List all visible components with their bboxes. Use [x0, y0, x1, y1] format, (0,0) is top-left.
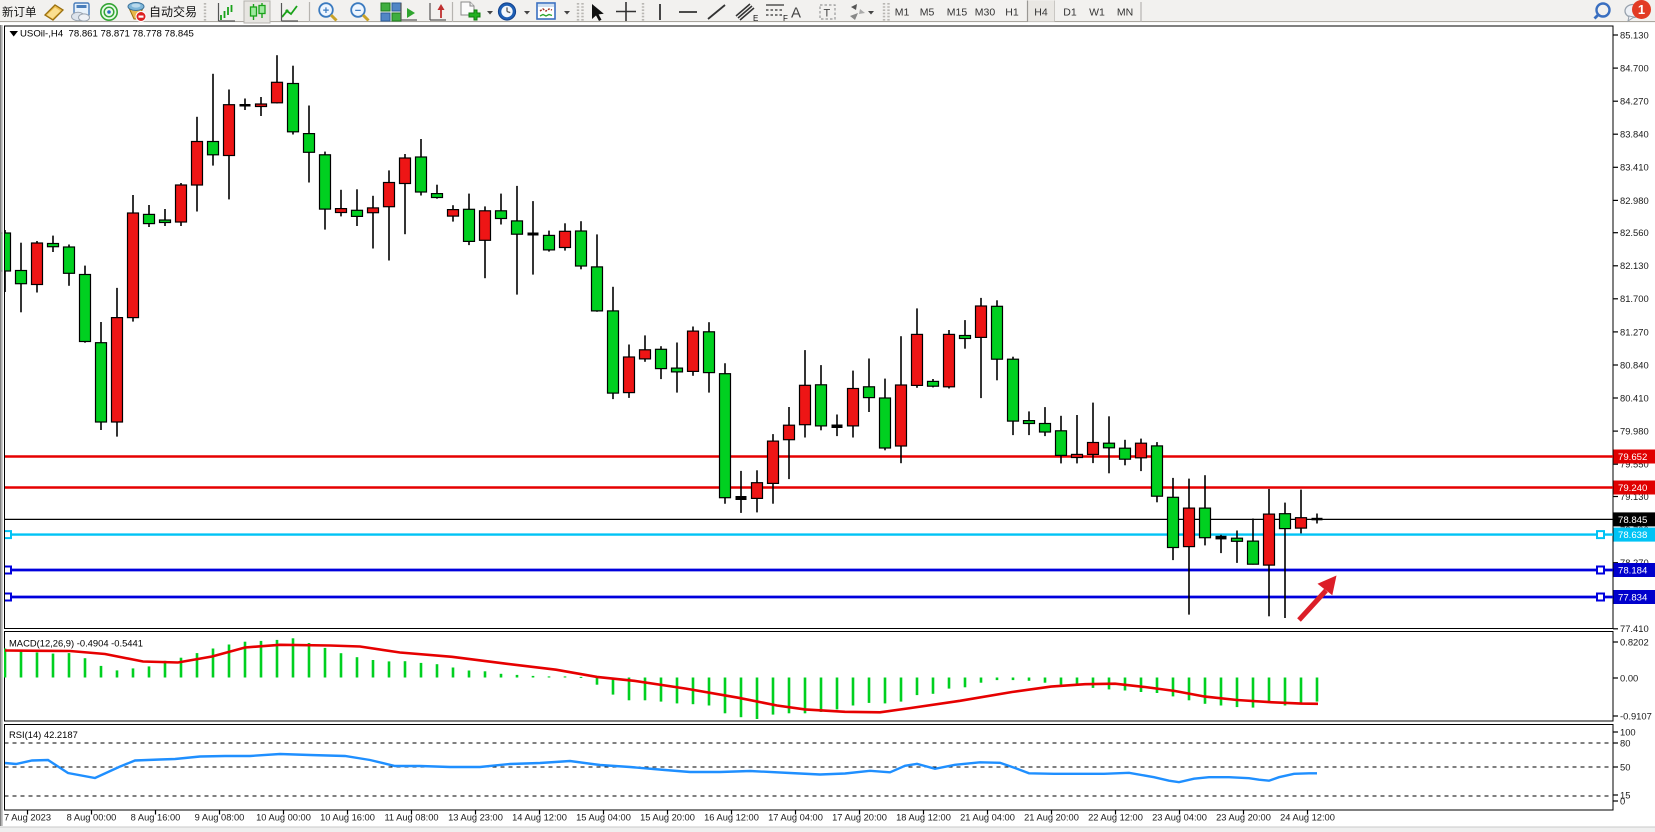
svg-text:17 Aug 20:00: 17 Aug 20:00 [832, 813, 887, 823]
svg-text:M1: M1 [895, 7, 910, 19]
svg-text:H4: H4 [1034, 7, 1048, 19]
svg-text:E: E [753, 14, 758, 23]
svg-text:10 Aug 00:00: 10 Aug 00:00 [256, 813, 311, 823]
svg-text:0: 0 [1620, 795, 1625, 806]
svg-text:79.240: 79.240 [1618, 483, 1647, 494]
svg-text:-0.9107: -0.9107 [1620, 710, 1652, 721]
svg-text:81.270: 81.270 [1620, 326, 1649, 337]
svg-text:17 Aug 04:00: 17 Aug 04:00 [768, 813, 823, 823]
svg-text:77.834: 77.834 [1618, 593, 1648, 604]
svg-text:A: A [791, 5, 801, 22]
svg-text:83.840: 83.840 [1620, 129, 1649, 140]
svg-text:MACD(12,26,9) -0.4904 -0.5441: MACD(12,26,9) -0.4904 -0.5441 [9, 638, 143, 649]
svg-text:82.980: 82.980 [1620, 195, 1649, 206]
svg-text:13 Aug 23:00: 13 Aug 23:00 [448, 813, 503, 823]
svg-text:15 Aug 20:00: 15 Aug 20:00 [640, 813, 695, 823]
svg-text:T: T [824, 8, 831, 20]
svg-text:24 Aug 12:00: 24 Aug 12:00 [1280, 813, 1335, 823]
svg-text:9 Aug 08:00: 9 Aug 08:00 [195, 813, 245, 823]
svg-text:1: 1 [1638, 2, 1645, 17]
svg-text:0.00: 0.00 [1620, 672, 1638, 683]
svg-text:0.8202: 0.8202 [1620, 636, 1649, 647]
svg-text:78.270: 78.270 [1620, 557, 1649, 568]
svg-text:83.410: 83.410 [1620, 162, 1649, 173]
svg-text:23 Aug 20:00: 23 Aug 20:00 [1216, 813, 1271, 823]
svg-text:81.700: 81.700 [1620, 293, 1649, 304]
svg-text:7 Aug 2023: 7 Aug 2023 [4, 813, 51, 823]
svg-text:M15: M15 [947, 7, 968, 19]
svg-text:+: + [323, 5, 329, 17]
svg-text:80.410: 80.410 [1620, 392, 1649, 403]
svg-text:F: F [783, 14, 788, 23]
svg-text:50: 50 [1620, 761, 1630, 772]
svg-text:100: 100 [1620, 726, 1636, 737]
svg-text:M30: M30 [975, 7, 996, 19]
svg-text:85.130: 85.130 [1620, 29, 1649, 40]
svg-text:10 Aug 16:00: 10 Aug 16:00 [320, 813, 375, 823]
svg-text:78.638: 78.638 [1618, 530, 1647, 541]
svg-text:RSI(14) 42.2187: RSI(14) 42.2187 [9, 729, 78, 740]
svg-text:77.410: 77.410 [1620, 623, 1649, 634]
svg-text:23 Aug 04:00: 23 Aug 04:00 [1152, 813, 1207, 823]
svg-text:15 Aug 04:00: 15 Aug 04:00 [576, 813, 631, 823]
svg-text:8 Aug 16:00: 8 Aug 16:00 [131, 813, 181, 823]
svg-text:8 Aug 00:00: 8 Aug 00:00 [67, 813, 117, 823]
svg-text:MN: MN [1117, 7, 1133, 19]
svg-text:15: 15 [1620, 789, 1630, 800]
svg-text:D1: D1 [1063, 7, 1077, 19]
svg-text:21 Aug 20:00: 21 Aug 20:00 [1024, 813, 1079, 823]
svg-text:78.184: 78.184 [1618, 566, 1648, 577]
svg-text:自动交易: 自动交易 [149, 4, 197, 19]
svg-text:84.700: 84.700 [1620, 63, 1649, 74]
svg-text:−: − [355, 5, 361, 17]
svg-text:W1: W1 [1089, 7, 1105, 19]
svg-text:79.130: 79.130 [1620, 491, 1649, 502]
svg-text:80: 80 [1620, 737, 1630, 748]
svg-text:80.840: 80.840 [1620, 359, 1649, 370]
svg-text:82.560: 82.560 [1620, 227, 1649, 238]
svg-text:79.980: 79.980 [1620, 426, 1649, 437]
svg-text:78.845: 78.845 [1618, 515, 1647, 526]
svg-text:USOil-,H4 78.861 78.871 78.77: USOil-,H4 78.861 78.871 78.778 78.845 [20, 29, 194, 40]
svg-text:79.550: 79.550 [1620, 459, 1649, 470]
svg-text:84.270: 84.270 [1620, 96, 1649, 107]
svg-text:82.130: 82.130 [1620, 260, 1649, 271]
svg-text:11 Aug 08:00: 11 Aug 08:00 [384, 813, 438, 823]
svg-text:M5: M5 [920, 7, 935, 19]
svg-text:79.652: 79.652 [1618, 452, 1647, 463]
svg-text:H1: H1 [1005, 7, 1019, 19]
svg-text:16 Aug 12:00: 16 Aug 12:00 [704, 813, 759, 823]
svg-text:21 Aug 04:00: 21 Aug 04:00 [960, 813, 1015, 823]
svg-text:新订单: 新订单 [2, 5, 37, 19]
svg-text:18 Aug 12:00: 18 Aug 12:00 [896, 813, 951, 823]
svg-text:14 Aug 12:00: 14 Aug 12:00 [512, 813, 567, 823]
svg-text:22 Aug 12:00: 22 Aug 12:00 [1088, 813, 1143, 823]
